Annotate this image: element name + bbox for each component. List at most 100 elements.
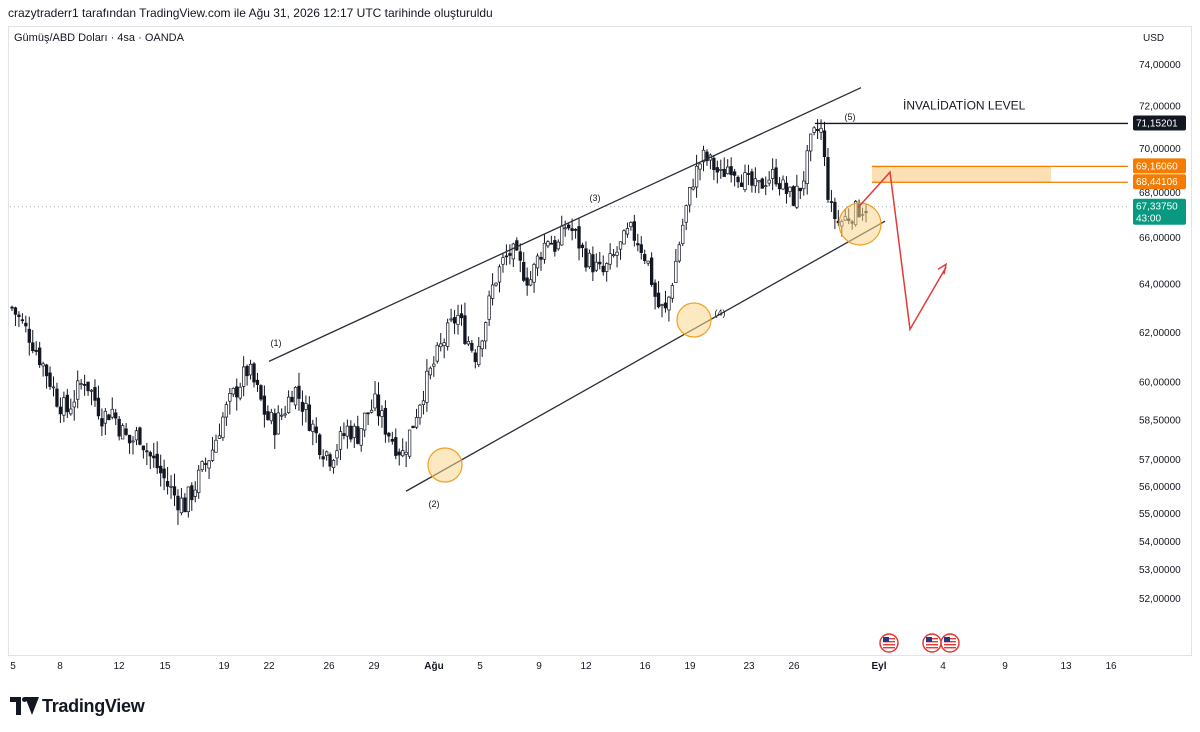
candle-body [380, 410, 384, 417]
candle-body [770, 169, 775, 179]
wave-4-circle[interactable] [676, 302, 712, 338]
candle-body [677, 244, 681, 262]
candle-body [69, 408, 73, 415]
symbol-label[interactable]: Gümüş/ABD Doları · 4sa · OANDA [14, 32, 184, 44]
candle-body [445, 322, 450, 347]
candle-body [214, 439, 218, 453]
candle-body [591, 254, 595, 273]
candle-body [522, 262, 526, 281]
candle-body [17, 314, 21, 317]
candle-body [176, 495, 180, 511]
candle-body [542, 242, 547, 260]
candle-body [726, 166, 730, 175]
candle-body [663, 302, 668, 309]
candle-body [539, 256, 543, 260]
time-tick-label: 9 [1002, 661, 1008, 672]
candle-body [632, 221, 636, 241]
candle-body [567, 224, 571, 229]
candle-body [570, 228, 574, 232]
price-tick-label: 56,00000 [1139, 482, 1181, 493]
candle-body [425, 370, 429, 403]
candle-body [172, 486, 177, 496]
us-flag-icon[interactable] [940, 633, 960, 653]
tradingview-logo-text: TradingView [42, 695, 145, 716]
candle-body [82, 383, 87, 386]
candle-body [656, 292, 661, 308]
candle-body [200, 461, 204, 470]
candle-body [79, 383, 83, 385]
candle-body [311, 423, 315, 432]
wave-label: (1) [271, 338, 282, 348]
candle-body [359, 428, 363, 446]
candle-body [608, 253, 612, 265]
candle-body [667, 296, 671, 311]
candle-body [587, 252, 592, 268]
candle-body [245, 365, 249, 377]
time-tick-label: 8 [57, 661, 63, 672]
wave-2-circle[interactable] [427, 447, 463, 483]
time-tick-label: Eyl [871, 661, 886, 672]
price-tick-label: 66,00000 [1139, 233, 1181, 244]
zone-bottom-price-label: 68,44106 [1136, 177, 1178, 188]
lower-channel-line[interactable] [405, 220, 886, 492]
candle-body [456, 315, 460, 325]
candle-body [103, 410, 108, 424]
candle-body [356, 426, 360, 444]
candle-body [625, 228, 630, 235]
candle-body [96, 397, 101, 417]
time-tick-label: 12 [580, 661, 592, 672]
projection-arrow[interactable] [857, 170, 947, 332]
candle-body [414, 417, 419, 428]
candle-body [518, 251, 522, 261]
currency-label[interactable]: USD [1143, 33, 1165, 44]
candle-body [248, 363, 253, 376]
candle-body [238, 386, 242, 399]
wave-label: (4) [715, 308, 726, 318]
candle-body [304, 403, 308, 410]
candle-body [649, 257, 654, 285]
candle-body [674, 260, 678, 283]
candle-body [162, 468, 166, 479]
candle-body [643, 254, 647, 262]
candle-body [615, 251, 619, 256]
candle-body [791, 186, 796, 206]
candle-body [484, 322, 488, 342]
candle-body [594, 261, 598, 271]
candle-body [273, 413, 277, 436]
wave-5-circle[interactable] [838, 202, 882, 246]
candle-body [563, 227, 567, 230]
us-flag-icon[interactable] [922, 633, 942, 653]
candle-body [290, 396, 294, 403]
candle-body [193, 489, 197, 497]
chart-frame[interactable] [8, 26, 1192, 656]
candle-body [795, 185, 799, 208]
candle-body [252, 363, 256, 383]
candle-body [407, 429, 412, 457]
candle-body [373, 393, 377, 409]
candle-body [784, 182, 789, 194]
current-price-label: 67,33750 [1136, 202, 1178, 213]
time-tick-label: 19 [684, 661, 696, 672]
candle-body [300, 401, 305, 412]
upper-channel-line[interactable] [268, 87, 862, 362]
tradingview-logo[interactable]: TradingView [10, 694, 145, 718]
candle-body [114, 412, 118, 419]
candle-body [684, 205, 688, 223]
candle-body [297, 385, 301, 399]
candle-body [41, 363, 45, 367]
candle-body [549, 242, 554, 245]
price-tick-label: 60,00000 [1139, 377, 1181, 388]
current-price-label-countdown: 43:00 [1136, 214, 1161, 225]
us-flag-icon[interactable] [879, 633, 899, 653]
price-tick-label: 72,00000 [1139, 101, 1181, 112]
candle-body [802, 180, 806, 190]
candle-body [183, 497, 187, 513]
current-price-label-bg [1133, 198, 1186, 225]
candle-body [819, 127, 823, 133]
candle-body [487, 295, 491, 320]
supply-zone[interactable] [872, 166, 1051, 183]
candle-body [331, 460, 336, 468]
candle-body [432, 363, 436, 367]
candle-body [743, 172, 747, 190]
